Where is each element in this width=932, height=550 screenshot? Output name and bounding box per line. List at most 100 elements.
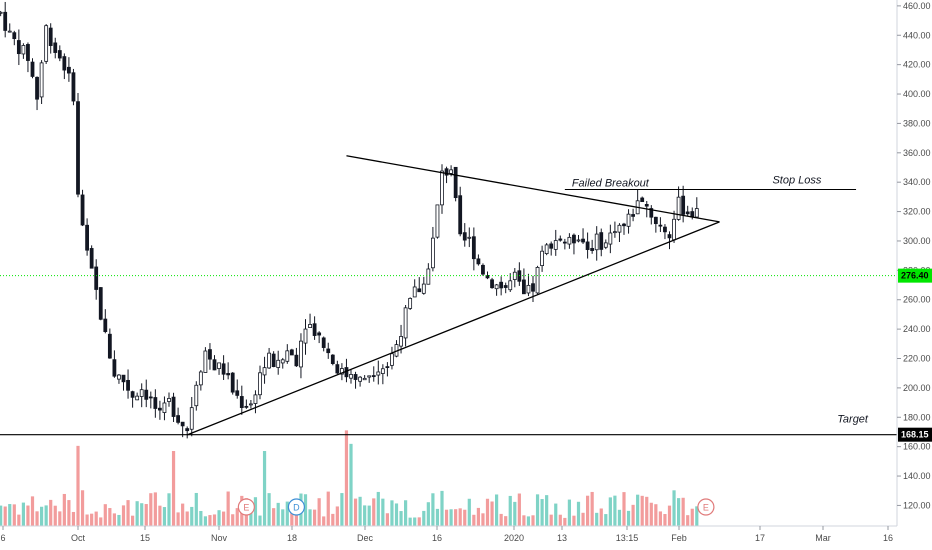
volume-bar	[344, 430, 349, 526]
candle-body	[449, 169, 454, 174]
candle-body	[417, 288, 422, 293]
candle-body	[403, 307, 408, 339]
badge-circle	[287, 498, 305, 516]
event-badge-e[interactable]: E	[697, 498, 715, 516]
volume-bar	[485, 498, 490, 526]
candle-body	[362, 377, 367, 381]
time-axis[interactable]: 6 Oct 15 Nov 18 Dec 16 2020 13 13:15 Feb 17 Mar 16	[0, 525, 897, 543]
time-tick-label: 6	[0, 533, 5, 543]
candle-body	[89, 248, 94, 269]
candle-body	[144, 389, 149, 400]
volume-bars	[0, 430, 699, 526]
candle-body	[481, 264, 485, 275]
price-axis[interactable]: 460.00 440.00 420.00 400.00 380.00 360.00 340.…	[896, 0, 932, 550]
candle-body	[367, 375, 372, 378]
candle	[676, 186, 681, 221]
candle-body	[553, 240, 558, 250]
volume-bar	[663, 514, 667, 526]
candle-body	[153, 397, 158, 409]
volume-bar	[376, 491, 380, 526]
price-tick-label: 200.00	[903, 383, 931, 393]
candle-body	[48, 27, 53, 46]
candle	[535, 265, 540, 295]
volume-bar	[413, 517, 417, 526]
volume-bar	[435, 508, 440, 526]
trendline-upper[interactable]	[346, 155, 720, 223]
volume-bar	[272, 508, 276, 526]
candle	[321, 336, 326, 352]
annotation-target: Target	[837, 414, 869, 426]
volume-bar	[235, 508, 239, 526]
candle-body	[644, 204, 649, 207]
volume-bar	[80, 490, 85, 526]
volume-bar	[103, 504, 107, 526]
candle-body	[385, 366, 390, 369]
volume-bar	[290, 504, 294, 526]
candle	[380, 364, 385, 385]
volume-bar	[276, 502, 280, 526]
volume-bar	[126, 500, 130, 526]
candle-body	[658, 224, 663, 227]
candle	[508, 273, 513, 293]
volume-bar	[294, 515, 298, 526]
candle	[672, 210, 676, 243]
volume-bar	[49, 499, 53, 526]
candle-body	[226, 373, 231, 376]
time-tick-label: 13:15	[616, 533, 639, 543]
price-label: 168.15	[898, 427, 932, 442]
volume-bar	[563, 517, 567, 526]
candle-body	[244, 405, 249, 408]
price-tick-label: 160.00	[903, 442, 931, 452]
volume-bar	[626, 510, 631, 526]
candle-body	[230, 372, 235, 393]
volume-bar	[26, 505, 30, 526]
candle	[622, 222, 626, 235]
candle	[271, 351, 276, 368]
candle-body	[239, 396, 244, 408]
volume-bar	[636, 494, 640, 526]
candle-body	[126, 379, 130, 391]
candle	[544, 243, 549, 256]
event-badge-d[interactable]: D	[287, 498, 305, 516]
volume-bar	[554, 503, 558, 526]
drawing-tools[interactable]	[0, 155, 897, 436]
volume-bar	[358, 496, 362, 526]
candle-body	[198, 371, 203, 386]
volume-bar	[231, 514, 235, 526]
price-tick-label: 260.00	[903, 295, 931, 305]
candle	[117, 374, 121, 384]
volume-bar	[281, 509, 285, 526]
volume-bar	[222, 511, 226, 526]
candle-body	[490, 279, 494, 289]
time-tick-label: 17	[755, 533, 765, 543]
trendline-lower[interactable]	[186, 221, 720, 436]
candle	[376, 360, 381, 385]
candle	[522, 268, 526, 295]
candle	[371, 366, 376, 382]
candle	[640, 196, 645, 203]
candle-body	[135, 395, 140, 401]
volume-bar	[508, 495, 512, 526]
candle	[139, 383, 144, 408]
candle	[294, 347, 299, 367]
candle	[12, 30, 17, 46]
volume-bar	[517, 493, 521, 526]
candle	[339, 363, 344, 381]
candle	[244, 399, 249, 409]
candle	[499, 276, 504, 296]
candle-body	[248, 403, 253, 406]
candle	[335, 360, 340, 375]
candle	[30, 58, 35, 79]
candle-body	[694, 208, 699, 218]
candle	[558, 235, 563, 242]
candle	[326, 342, 331, 359]
candle-body	[21, 45, 26, 55]
candle	[649, 205, 654, 225]
candle-body	[572, 234, 576, 244]
volume-bar	[504, 516, 508, 526]
volume-bar	[253, 497, 258, 526]
candle-body	[157, 407, 162, 411]
event-badge-e[interactable]: E	[237, 498, 255, 516]
